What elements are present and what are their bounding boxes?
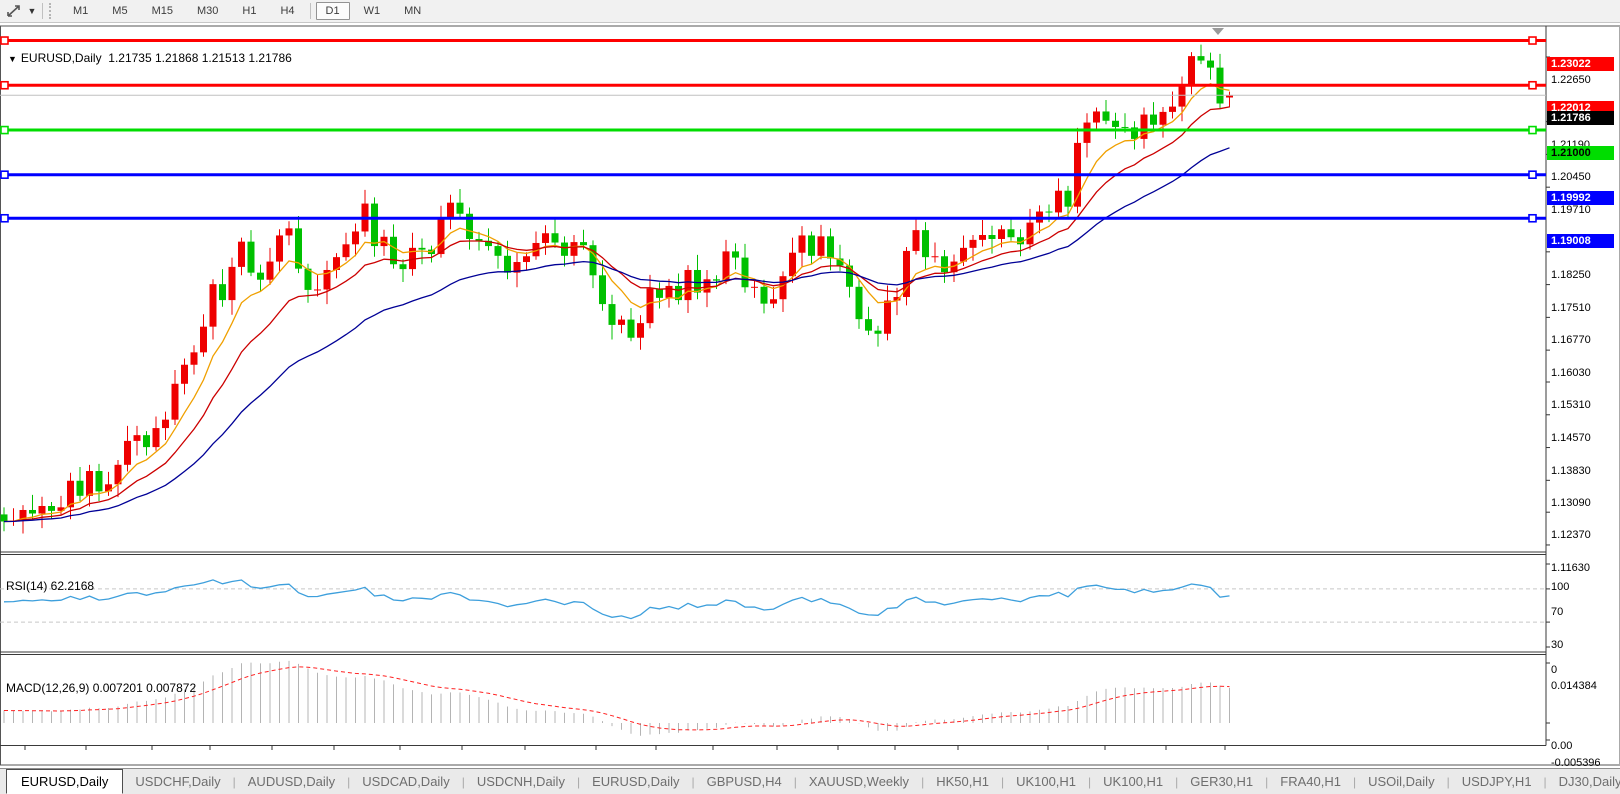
chart-tab-dj30-daily[interactable]: DJ30,Daily bbox=[1558, 774, 1620, 789]
tab-divider: | bbox=[347, 774, 351, 789]
price-axis-tick: 1.12370 bbox=[1551, 529, 1591, 541]
tab-divider: | bbox=[1352, 774, 1357, 789]
price-axis-tick: 1.22650 bbox=[1551, 74, 1591, 86]
price-axis-tick: 1.15310 bbox=[1551, 399, 1591, 411]
chart-tab-uk100-h1[interactable]: UK100,H1 bbox=[1103, 774, 1164, 789]
chart-cursor-icon[interactable] bbox=[3, 2, 25, 20]
price-axis-tick: 1.16030 bbox=[1551, 367, 1591, 379]
tab-divider: | bbox=[1175, 774, 1179, 789]
level-price-tag: 1.19008 bbox=[1547, 234, 1614, 248]
ma-7-line bbox=[3, 82, 1230, 523]
symbol-dropdown-icon[interactable]: ▼ bbox=[8, 54, 17, 64]
level-price-tag: 1.21000 bbox=[1547, 146, 1614, 160]
rsi-label: RSI(14) 62.2168 bbox=[6, 579, 95, 593]
macd-signal-line bbox=[3, 666, 1230, 731]
chart-tab-hk50-h1[interactable]: HK50,H1 bbox=[936, 774, 989, 789]
rsi-axis-tick: 70 bbox=[1551, 606, 1564, 618]
timeframe-button-m30[interactable]: M30 bbox=[196, 5, 219, 17]
level-price-tag: 1.19992 bbox=[1547, 191, 1614, 205]
chart-title[interactable]: ▼ EURUSD,Daily 1.21735 1.21868 1.21513 1.… bbox=[8, 51, 292, 65]
macd-axis-tick: 0.014384 bbox=[1551, 680, 1597, 692]
tab-divider: | bbox=[461, 774, 465, 789]
rsi-axis-tick: 0 bbox=[1551, 664, 1558, 676]
rsi-line bbox=[3, 579, 1230, 620]
chart-tab-usdcnh-daily[interactable]: USDCNH,Daily bbox=[476, 774, 565, 789]
tab-divider: | bbox=[921, 774, 925, 789]
tab-divider: | bbox=[793, 774, 797, 789]
tab-divider: | bbox=[232, 774, 236, 789]
timeframe-button-mn[interactable]: MN bbox=[404, 5, 422, 17]
chart-tab-audusd-daily[interactable]: AUDUSD,Daily bbox=[247, 774, 336, 789]
chart-title-symbol: EURUSD,Daily bbox=[20, 51, 102, 65]
axis-ticks bbox=[24, 56, 1550, 750]
price-axis-tick: 1.14570 bbox=[1551, 432, 1591, 444]
chart-frame bbox=[0, 25, 1620, 766]
timeframe-button-m1[interactable]: M1 bbox=[73, 5, 89, 17]
price-axis-tick: 1.19710 bbox=[1551, 204, 1591, 216]
rsi-axis-tick: 30 bbox=[1551, 639, 1564, 651]
timeframe-button-w1[interactable]: W1 bbox=[363, 5, 381, 17]
ma-30-line bbox=[3, 147, 1230, 523]
price-axis-tick: 1.18250 bbox=[1551, 269, 1591, 281]
price-axis-tick: 1.16770 bbox=[1551, 334, 1591, 346]
chart-tab-usoil-daily[interactable]: USOil,Daily bbox=[1368, 774, 1435, 789]
chart-tab-eurusd-daily[interactable]: EURUSD,Daily bbox=[6, 769, 124, 794]
rsi-axis-tick: 100 bbox=[1551, 581, 1570, 593]
tab-divider: | bbox=[691, 774, 695, 789]
macd-axis-tick: 0.00 bbox=[1551, 740, 1573, 752]
chart-tab-fra40-h1[interactable]: FRA40,H1 bbox=[1280, 774, 1341, 789]
timeframe-buttons: M1 M5 M15 M30 H1 H4 D1 W1 MN bbox=[61, 2, 433, 20]
candlestick-series bbox=[0, 44, 1233, 534]
chart-tool-dropdown-icon[interactable]: ▼ bbox=[27, 6, 37, 16]
timeframe-button-h4[interactable]: H4 bbox=[280, 5, 295, 17]
toolbar: ▼ M1 M5 M15 M30 H1 H4 D1 W1 MN bbox=[0, 0, 1620, 23]
toolbar-grip[interactable] bbox=[49, 3, 55, 19]
price-axis-tick: 1.17510 bbox=[1551, 302, 1591, 314]
tab-divider: | bbox=[1088, 774, 1092, 789]
chart-window: ▼ EURUSD,Daily 1.21735 1.21868 1.21513 1.… bbox=[0, 23, 1620, 784]
chart-tab-usdjpy-h1[interactable]: USDJPY,H1 bbox=[1461, 774, 1532, 789]
level-price-tag: 1.23022 bbox=[1547, 57, 1614, 71]
chart-tab-usdcad-daily[interactable]: USDCAD,Daily bbox=[362, 774, 450, 789]
horizontal-level-lines[interactable] bbox=[0, 36, 1546, 223]
tab-divider: | bbox=[576, 774, 581, 789]
price-axis-tick: 1.20450 bbox=[1551, 171, 1591, 183]
chart-tab-uk100-h1[interactable]: UK100,H1 bbox=[1016, 774, 1077, 789]
price-axis-tick: 1.13830 bbox=[1551, 465, 1591, 477]
chart-tab-gbpusd-h4[interactable]: GBPUSD,H4 bbox=[706, 774, 782, 789]
chart-tab-xauusd-weekly[interactable]: XAUUSD,Weekly bbox=[808, 774, 910, 789]
chart-canvas[interactable] bbox=[0, 23, 1620, 768]
chart-tab-ger30-h1[interactable]: GER30,H1 bbox=[1190, 774, 1254, 789]
chart-title-ohlc: 1.21735 1.21868 1.21513 1.21786 bbox=[108, 51, 292, 65]
toolbar-separator bbox=[309, 3, 311, 19]
chart-tab-bar: EURUSD,Daily USDCHF,Daily | AUDUSD,Daily | US… bbox=[0, 768, 1620, 794]
toolbar-separator bbox=[42, 3, 43, 19]
timeframe-button-h1[interactable]: H1 bbox=[242, 5, 257, 17]
chart-tab-eurusd-daily[interactable]: EURUSD,Daily bbox=[592, 774, 680, 789]
chart-tab-usdchf-daily[interactable]: USDCHF,Daily bbox=[135, 774, 221, 789]
price-axis-tick: 1.13090 bbox=[1551, 497, 1591, 509]
macd-axis-tick: -0.005396 bbox=[1551, 757, 1601, 769]
ma-14-line bbox=[3, 106, 1230, 523]
timeframe-button-m15[interactable]: M15 bbox=[151, 5, 173, 17]
tab-divider: | bbox=[1543, 774, 1547, 789]
current-price-tag: 1.21786 bbox=[1547, 111, 1614, 125]
timeframe-button-m5[interactable]: M5 bbox=[112, 5, 128, 17]
tab-divider: | bbox=[1000, 774, 1005, 789]
tab-divider: | bbox=[1265, 774, 1269, 789]
macd-label: MACD(12,26,9) 0.007201 0.007872 bbox=[6, 681, 197, 695]
price-axis-tick: 1.11630 bbox=[1551, 562, 1590, 574]
timeframe-button-d1[interactable]: D1 bbox=[315, 2, 350, 20]
chart-shift-marker-icon[interactable] bbox=[1212, 28, 1224, 35]
tab-divider: | bbox=[1446, 774, 1450, 789]
